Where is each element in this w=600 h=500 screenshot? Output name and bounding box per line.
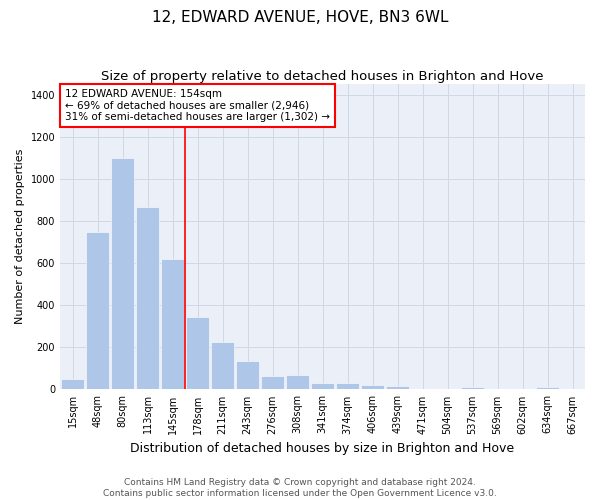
Bar [111, 158, 134, 390]
Bar [461, 387, 484, 390]
Text: Contains HM Land Registry data © Crown copyright and database right 2024.
Contai: Contains HM Land Registry data © Crown c… [103, 478, 497, 498]
Bar [361, 385, 384, 390]
Text: 12 EDWARD AVENUE: 154sqm
← 69% of detached houses are smaller (2,946)
31% of sem: 12 EDWARD AVENUE: 154sqm ← 69% of detach… [65, 88, 330, 122]
Bar [186, 317, 209, 390]
Bar [61, 379, 84, 390]
Bar [86, 232, 109, 390]
Bar [336, 383, 359, 390]
Y-axis label: Number of detached properties: Number of detached properties [15, 149, 25, 324]
Bar [136, 208, 159, 390]
Bar [311, 383, 334, 390]
Bar [286, 374, 309, 390]
Bar [261, 376, 284, 390]
Title: Size of property relative to detached houses in Brighton and Hove: Size of property relative to detached ho… [101, 70, 544, 83]
Bar [236, 361, 259, 390]
X-axis label: Distribution of detached houses by size in Brighton and Hove: Distribution of detached houses by size … [130, 442, 515, 455]
Bar [161, 259, 184, 390]
Bar [211, 342, 234, 390]
Bar [386, 386, 409, 390]
Text: 12, EDWARD AVENUE, HOVE, BN3 6WL: 12, EDWARD AVENUE, HOVE, BN3 6WL [152, 10, 448, 25]
Bar [536, 387, 559, 390]
